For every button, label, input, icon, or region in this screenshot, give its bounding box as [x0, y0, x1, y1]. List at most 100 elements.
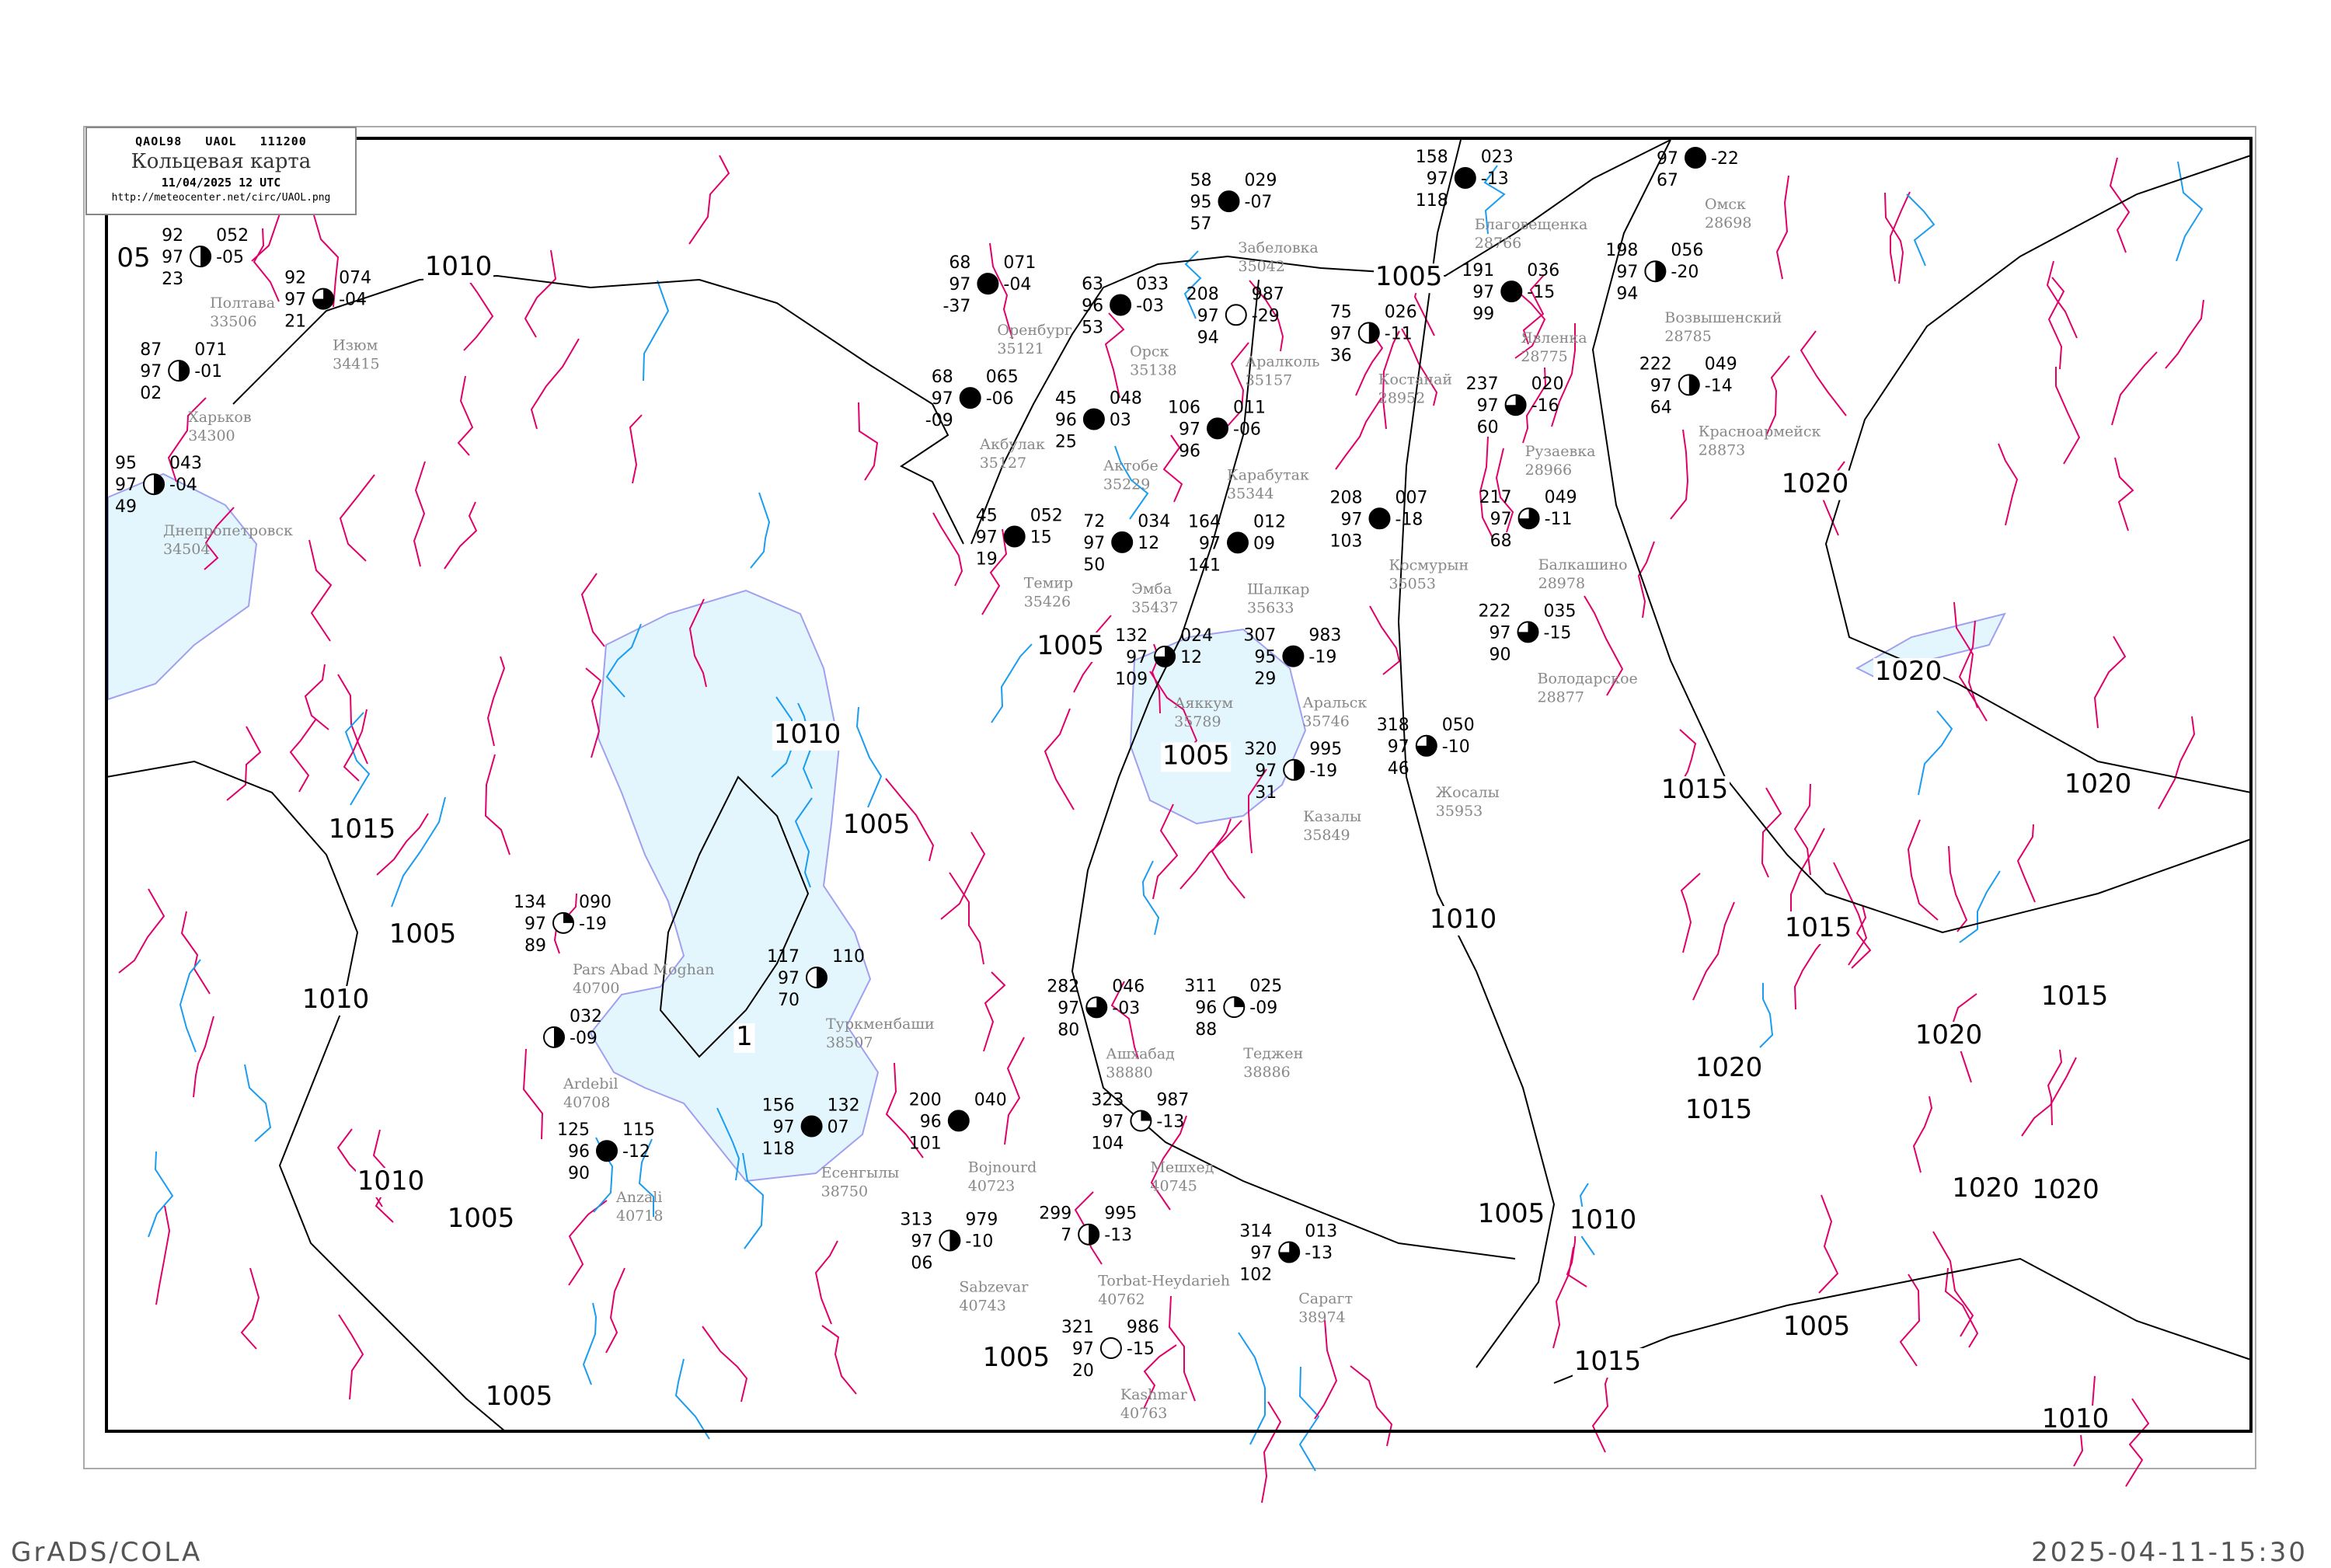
station-value-tl: 45	[976, 507, 998, 526]
station-value-ml: 97	[284, 291, 306, 310]
station-value-ml: 97	[1388, 737, 1409, 757]
station[interactable]: 58 95 57 029 -07 Забеловка 35042	[1190, 171, 1319, 275]
station-name: Теджен	[1243, 1045, 1303, 1062]
station-value-mr: 03	[1110, 411, 1131, 430]
cloud-cover-fill	[948, 1110, 969, 1131]
station-value-mr: -03	[1136, 297, 1164, 316]
station-id: 40745	[1150, 1178, 1197, 1195]
station[interactable]: 106 97 96 011 -06 Карабутак 35344	[1168, 398, 1309, 502]
isotherm-line	[180, 911, 211, 995]
station[interactable]: 95 97 49 043 -04 Днепропетровск 34504	[115, 454, 293, 558]
isotherm-line	[1483, 165, 1506, 235]
station[interactable]: 134 97 89 090 -19 Pars Abad Moghan 40700	[514, 893, 714, 997]
station-value-mr: -10	[1442, 737, 1470, 757]
isotherm-line	[2125, 1398, 2150, 1487]
station-value-tr: 026	[1385, 302, 1417, 322]
station-value-bl: 64	[1650, 398, 1672, 417]
station-value-mr: 09	[1253, 534, 1275, 553]
isotherm-line	[1759, 983, 1774, 1048]
isotherm-line	[2111, 351, 2158, 426]
station[interactable]: 208 97 103 007 -18 Космурын 35053	[1330, 488, 1469, 592]
isotherm-line	[1833, 862, 1868, 966]
station[interactable]: 237 97 60 020 -16 Рузаевка 28966	[1466, 375, 1596, 479]
station-id: 35426	[1024, 594, 1071, 611]
station-value-tr: 036	[1527, 261, 1559, 280]
station-name: Днепропетровск	[163, 522, 293, 539]
station-value-mr: -04	[1003, 275, 1031, 294]
isotherm-line	[1249, 280, 1284, 352]
isotherm-line	[1110, 981, 1139, 1060]
isobar-label-bg	[423, 253, 493, 283]
station-value-ml: 97	[1616, 263, 1638, 282]
station-name: Орск	[1130, 343, 1169, 361]
isotherm-line	[1800, 330, 1847, 416]
station-value-mr: -29	[1252, 306, 1280, 326]
isotherm-line	[1591, 1365, 1612, 1453]
station-value-ml: 97	[1197, 306, 1219, 326]
isobar-label-bg	[1780, 470, 1850, 500]
station-value-ml: 97	[524, 915, 546, 934]
station[interactable]: 198 97 94 056 -20 Возвышенский 28785	[1605, 241, 1782, 345]
station-value-ml: 97	[1490, 510, 1512, 529]
cloud-cover-fill	[1004, 526, 1025, 547]
station[interactable]: 032 -09 Ardebil 40708	[543, 1007, 618, 1111]
isobar-label: 1010	[357, 1166, 425, 1197]
station[interactable]: 68 97 -09 065 -06 Акбулак 35127	[925, 368, 1045, 472]
station-value-mr: -05	[216, 248, 244, 267]
isobar-label-bg	[1476, 1200, 1546, 1230]
station-value-mr: -13	[1481, 169, 1509, 189]
station-value-tl: 208	[1330, 488, 1363, 507]
station-value-bl: 19	[976, 550, 998, 570]
station-value-bl: 99	[1472, 305, 1494, 324]
station-value-tr: 024	[1180, 626, 1213, 646]
station-id: 35344	[1227, 485, 1274, 502]
isobar-label-group: 1020	[1950, 1173, 2021, 1204]
station-value-ml: 97	[1057, 998, 1079, 1018]
isotherm-line	[2016, 824, 2036, 903]
isotherm-line	[486, 656, 506, 747]
station[interactable]: 321 97 20 986 -15 Kashmar 40763	[1061, 1318, 1188, 1422]
station-value-tr: 995	[1309, 740, 1342, 759]
isobar-label-group: 1005	[446, 1203, 516, 1235]
station-value-ml: 97	[1490, 623, 1511, 643]
station-id: 40700	[573, 980, 619, 997]
station-value-tl: 75	[1330, 302, 1352, 322]
station[interactable]: 217 97 68 049 -11 Балкашино 28978	[1479, 488, 1628, 592]
isotherm-line	[2158, 716, 2196, 810]
isobar-label: 1020	[2064, 768, 2132, 800]
isotherm-line	[1884, 192, 1904, 284]
station-value-mr: -04	[169, 476, 197, 495]
isobar-label-group: 1015	[327, 814, 397, 845]
station[interactable]: 92 97 21 074 -04 Изюм 34415	[284, 269, 379, 373]
station[interactable]: 323 97 104 987 -13 Мешхед 40745	[1091, 1091, 1214, 1195]
